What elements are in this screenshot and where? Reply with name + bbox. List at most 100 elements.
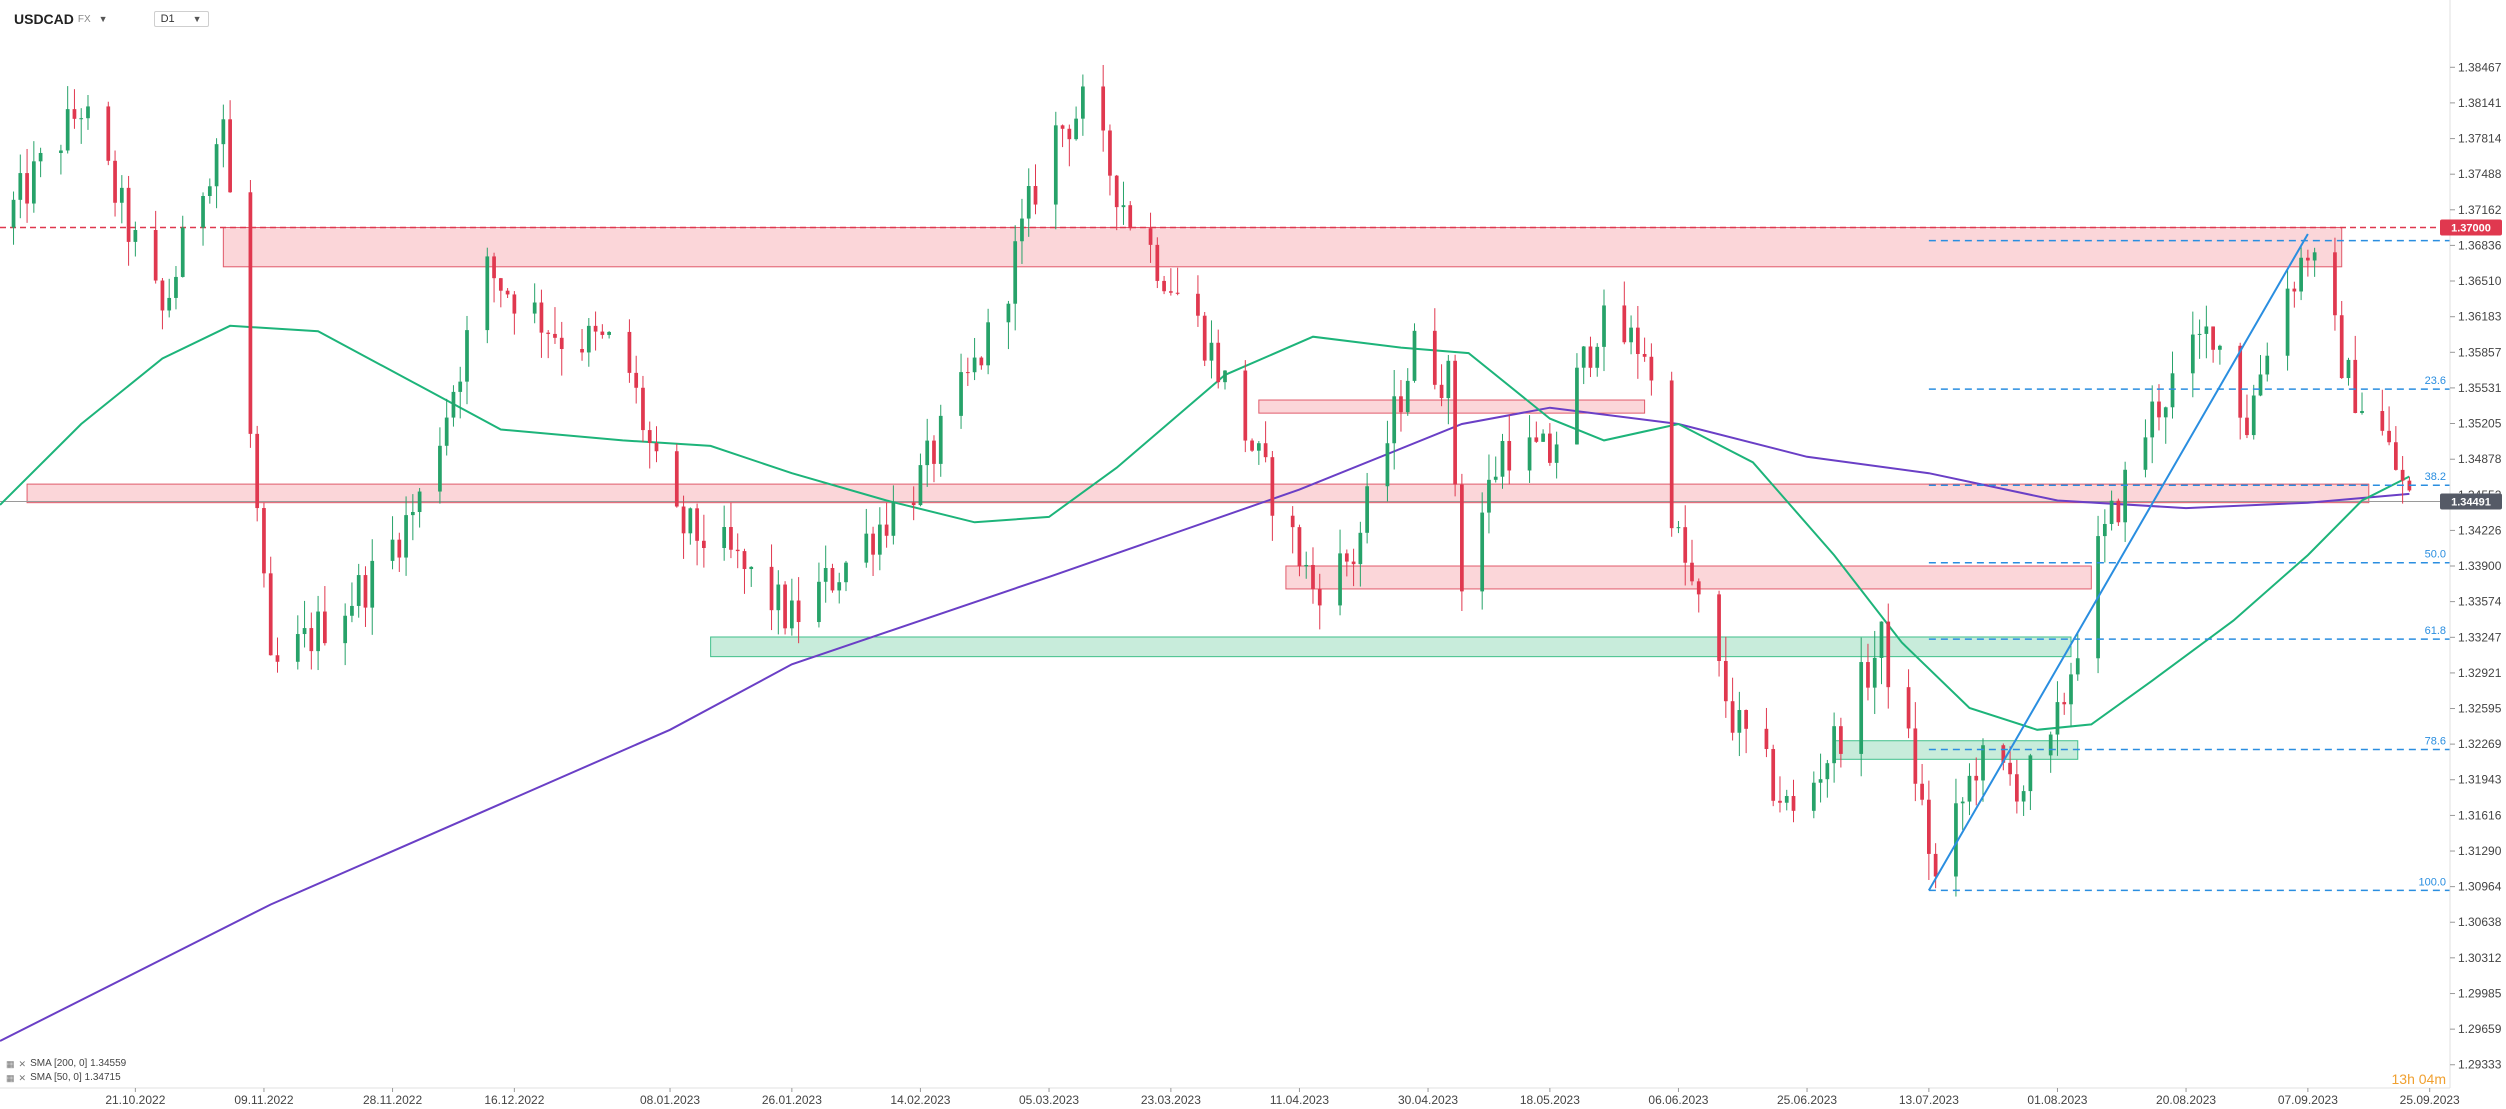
candle[interactable] <box>1771 744 1776 807</box>
candle[interactable] <box>444 398 449 456</box>
candle[interactable] <box>1581 345 1586 385</box>
candle[interactable] <box>38 147 43 178</box>
candle[interactable] <box>1128 201 1133 231</box>
candle[interactable] <box>1825 759 1830 798</box>
candle[interactable] <box>1737 691 1742 757</box>
candle[interactable] <box>2204 305 2209 359</box>
candle[interactable] <box>877 507 882 571</box>
sma200-line[interactable] <box>0 406 2410 1042</box>
candle[interactable] <box>2014 759 2019 814</box>
candle[interactable] <box>600 324 605 339</box>
candle[interactable] <box>1399 380 1403 432</box>
candle[interactable] <box>1405 368 1410 416</box>
candle[interactable] <box>1351 548 1356 587</box>
symbol-dropdown-icon[interactable]: ▼ <box>98 14 108 24</box>
candle[interactable] <box>2339 301 2344 379</box>
candle[interactable] <box>2150 385 2155 464</box>
candle[interactable] <box>1960 797 1965 831</box>
candle[interactable] <box>363 566 368 627</box>
candle[interactable] <box>911 486 916 521</box>
candle[interactable] <box>586 318 591 367</box>
candle[interactable] <box>86 94 90 130</box>
indicator-remove-icon[interactable]: ✕ <box>18 1073 27 1083</box>
candle[interactable] <box>1602 289 1606 372</box>
candle[interactable] <box>1575 353 1579 445</box>
candle[interactable] <box>2346 357 2351 386</box>
candle[interactable] <box>681 495 686 559</box>
candle[interactable] <box>1432 308 1437 390</box>
candle[interactable] <box>25 148 29 223</box>
candle[interactable] <box>410 494 415 541</box>
candle[interactable] <box>438 427 442 504</box>
candle[interactable] <box>1818 753 1823 803</box>
candle[interactable] <box>228 100 232 193</box>
candle[interactable] <box>959 353 963 429</box>
symbol-name[interactable]: USDCAD <box>14 11 74 27</box>
candle[interactable] <box>1392 369 1397 470</box>
candle[interactable] <box>133 221 138 257</box>
candle[interactable] <box>1053 111 1058 230</box>
candle[interactable] <box>553 307 557 344</box>
candle[interactable] <box>674 443 679 508</box>
candle[interactable] <box>1784 789 1789 811</box>
candle[interactable] <box>864 508 869 568</box>
candle[interactable] <box>1453 354 1457 497</box>
candle[interactable] <box>2021 785 2026 816</box>
candle[interactable] <box>113 150 117 217</box>
resistance-zone[interactable] <box>1258 399 1646 414</box>
candle[interactable] <box>221 104 226 168</box>
resistance-zone[interactable] <box>222 226 2343 268</box>
candle[interactable] <box>1778 776 1782 813</box>
indicator-settings-icon[interactable]: ▦ <box>6 1073 15 1083</box>
candle[interactable] <box>119 175 124 224</box>
candle[interactable] <box>688 507 693 545</box>
candle[interactable] <box>1872 630 1877 715</box>
candle[interactable] <box>302 600 307 648</box>
candle[interactable] <box>126 175 131 266</box>
candle[interactable] <box>255 425 260 522</box>
candle[interactable] <box>458 366 463 419</box>
candle[interactable] <box>167 278 172 318</box>
candle[interactable] <box>1317 573 1322 630</box>
candle[interactable] <box>1108 124 1112 196</box>
resistance-zone[interactable] <box>26 483 2370 504</box>
candle[interactable] <box>492 252 496 303</box>
candle[interactable] <box>830 563 835 593</box>
candle[interactable] <box>31 141 36 213</box>
candle[interactable] <box>153 210 158 284</box>
candle[interactable] <box>789 578 794 636</box>
candle[interactable] <box>925 418 930 487</box>
candle[interactable] <box>1967 763 1972 816</box>
candle[interactable] <box>1487 454 1491 534</box>
candle[interactable] <box>559 321 564 376</box>
candle[interactable] <box>580 329 584 361</box>
candle[interactable] <box>837 572 842 604</box>
candle[interactable] <box>634 355 639 404</box>
candle[interactable] <box>1717 590 1721 677</box>
candle[interactable] <box>979 356 984 370</box>
candle[interactable] <box>451 385 456 427</box>
candle[interactable] <box>1162 275 1166 295</box>
candle[interactable] <box>932 435 936 483</box>
candle[interactable] <box>2075 633 2080 681</box>
candle[interactable] <box>2393 426 2398 471</box>
candle[interactable] <box>2197 319 2202 359</box>
candle[interactable] <box>498 277 503 308</box>
candle[interactable] <box>262 502 266 588</box>
candle[interactable] <box>2008 746 2012 786</box>
candle[interactable] <box>1548 423 1552 466</box>
candle[interactable] <box>1304 551 1309 579</box>
candle[interactable] <box>2001 743 2006 771</box>
candle[interactable] <box>268 556 273 656</box>
candle[interactable] <box>1629 315 1633 355</box>
candle[interactable] <box>1534 421 1539 443</box>
candle[interactable] <box>1791 779 1796 823</box>
candle[interactable] <box>1148 212 1153 263</box>
candle[interactable] <box>1527 415 1532 483</box>
candle[interactable] <box>1338 529 1342 616</box>
candle[interactable] <box>1622 281 1627 345</box>
candle[interactable] <box>783 581 787 635</box>
candle[interactable] <box>2306 249 2310 277</box>
candle[interactable] <box>2238 342 2243 440</box>
candle[interactable] <box>1297 524 1302 577</box>
